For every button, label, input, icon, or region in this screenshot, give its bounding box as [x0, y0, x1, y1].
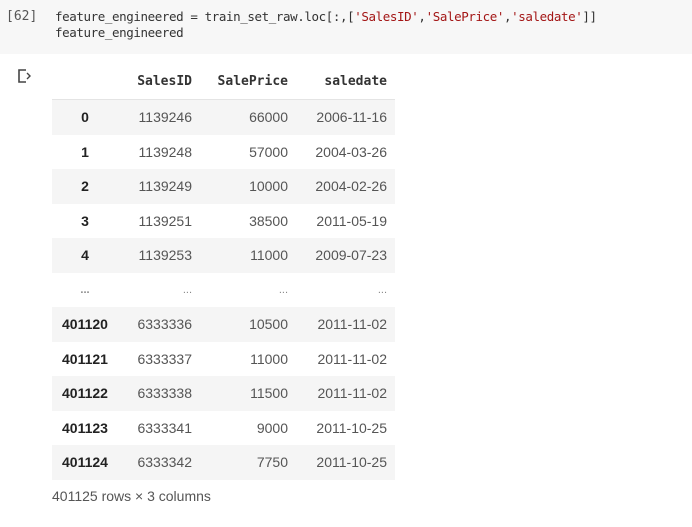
cell-salesid: 1139251 — [138, 212, 192, 229]
cell-salesid: 6333341 — [137, 419, 192, 436]
cell-saleprice: ... — [278, 283, 288, 296]
row-index: ... — [80, 283, 90, 296]
table-row: 401122 6333338 11500 2011-11-02 — [52, 376, 395, 411]
table-row: 3 1139251 38500 2011-05-19 — [52, 204, 395, 239]
table-row: 401123 6333341 9000 2011-10-25 — [52, 411, 395, 446]
cell-saledate: ... — [377, 283, 387, 296]
row-index: 401122 — [52, 376, 118, 411]
cell-saledate: 2004-02-26 — [296, 169, 395, 204]
code-string: 'saledate' — [511, 9, 583, 24]
row-index: 1 — [81, 143, 89, 160]
ellipsis-row: ............ — [52, 273, 395, 308]
cell-saledate: 2011-11-02 — [317, 350, 387, 367]
dataframe-table: SalesID SalePrice saledate 0 1139246 66000… — [52, 64, 395, 480]
cell-salesid: 1139248 — [138, 143, 192, 160]
cell-saleprice: 38500 — [249, 212, 288, 229]
code-text: ]] — [582, 9, 597, 24]
cell-saledate: 2009-07-23 — [296, 238, 395, 273]
cell-saleprice: 11000 — [200, 238, 296, 273]
row-index: 4 — [52, 238, 118, 273]
code-text: feature_engineered — [55, 25, 184, 40]
cell-saleprice: 11000 — [250, 350, 288, 367]
row-index: 3 — [81, 212, 89, 229]
table-row: 4 1139253 11000 2009-07-23 — [52, 238, 395, 273]
column-header-saledate: saledate — [296, 64, 395, 100]
cell-salesid: 1139246 — [118, 99, 200, 135]
column-header-index — [52, 64, 118, 100]
row-index: 2 — [52, 169, 118, 204]
table-row: 0 1139246 66000 2006-11-16 — [52, 99, 395, 135]
cell-salesid: 1139249 — [118, 169, 200, 204]
code-string: 'SalePrice' — [425, 9, 505, 24]
row-index: 401124 — [52, 445, 118, 480]
cell-salesid: ... — [182, 283, 192, 296]
table-row: 401121 6333337 11000 2011-11-02 — [52, 342, 395, 377]
cell-salesid: 6333337 — [137, 350, 192, 367]
code-editor[interactable]: feature_engineered = train_set_raw.loc[:… — [55, 9, 597, 40]
row-index: 401123 — [62, 419, 108, 436]
column-header-saleprice: SalePrice — [200, 64, 296, 100]
cell-saleprice: 57000 — [249, 143, 288, 160]
cell-saledate: 2011-10-25 — [296, 445, 395, 480]
cell-saledate: 2004-03-26 — [315, 143, 387, 160]
row-index: 0 — [52, 99, 118, 135]
cell-salesid: 6333336 — [118, 307, 200, 342]
cell-saleprice: 10000 — [200, 169, 296, 204]
code-text: feature_engineered = train_set_raw.loc[:… — [55, 9, 355, 24]
cell-saledate: 2011-11-02 — [296, 307, 395, 342]
cell-salesid: 1139253 — [118, 238, 200, 273]
table-header-row: SalesID SalePrice saledate — [52, 64, 395, 100]
cell-salesid: 6333338 — [118, 376, 200, 411]
column-header-salesid: SalesID — [118, 64, 200, 100]
cell-salesid: 6333342 — [118, 445, 200, 480]
cell-saleprice: 7750 — [200, 445, 296, 480]
cell-saleprice: 66000 — [200, 99, 296, 135]
cell-saleprice: 9000 — [256, 419, 288, 436]
code-string: 'SalesID' — [354, 9, 419, 24]
table-row: 401120 6333336 10500 2011-11-02 — [52, 307, 395, 342]
table-row: 1 1139248 57000 2004-03-26 — [52, 135, 395, 170]
output-arrow-icon[interactable] — [17, 68, 33, 84]
cell-saleprice: 10500 — [200, 307, 296, 342]
cell-saledate: 2011-11-02 — [296, 376, 395, 411]
dataframe-shape: 401125 rows × 3 columns — [52, 488, 211, 504]
table-row: 2 1139249 10000 2004-02-26 — [52, 169, 395, 204]
cell-saledate: 2011-10-25 — [316, 419, 387, 436]
cell-saleprice: 11500 — [200, 376, 296, 411]
code-cell[interactable]: [62] feature_engineered = train_set_raw.… — [0, 0, 692, 54]
cell-saledate: 2006-11-16 — [296, 99, 395, 135]
cell-saledate: 2011-05-19 — [316, 212, 387, 229]
row-index: 401120 — [52, 307, 118, 342]
execution-count: [62] — [6, 9, 38, 24]
row-index: 401121 — [62, 350, 108, 367]
table-row: 401124 6333342 7750 2011-10-25 — [52, 445, 395, 480]
